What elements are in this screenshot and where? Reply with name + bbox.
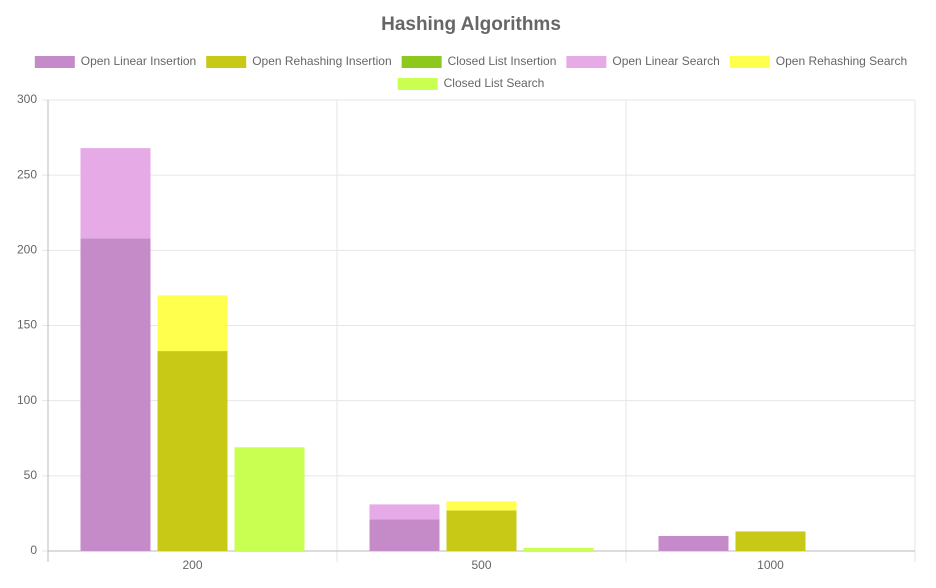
- legend-swatch: [401, 56, 442, 68]
- legend-swatch: [397, 78, 438, 90]
- legend-swatch: [729, 56, 770, 68]
- bar: [369, 519, 440, 551]
- legend-item[interactable]: Open Rehashing Search: [729, 54, 907, 68]
- legend-item[interactable]: Open Linear Search: [566, 54, 720, 68]
- bar: [80, 238, 151, 551]
- legend-item[interactable]: Closed List Insertion: [401, 54, 557, 68]
- legend-item[interactable]: Open Linear Insertion: [34, 54, 196, 68]
- x-tick-label: 1000: [757, 558, 784, 572]
- legend-label: Open Linear Search: [612, 54, 719, 68]
- legend-label: Closed List Search: [444, 76, 545, 90]
- legend-label: Open Rehashing Search: [776, 54, 907, 68]
- legend-swatch: [566, 56, 607, 68]
- bar: [446, 510, 517, 551]
- legend-label: Open Rehashing Insertion: [252, 54, 391, 68]
- x-tick-label: 200: [182, 558, 202, 572]
- y-tick-label: 300: [17, 92, 37, 106]
- legend-swatch: [206, 56, 247, 68]
- bar: [735, 531, 806, 551]
- legend-label: Closed List Insertion: [448, 54, 557, 68]
- y-tick-label: 150: [17, 318, 37, 332]
- bar: [523, 547, 594, 551]
- legend-item[interactable]: Open Rehashing Insertion: [206, 54, 392, 68]
- y-tick-label: 200: [17, 243, 37, 257]
- bar: [658, 535, 729, 551]
- y-tick-label: 100: [17, 393, 37, 407]
- bar: [157, 295, 228, 352]
- legend-label: Open Linear Insertion: [81, 54, 196, 68]
- x-tick-label: 500: [471, 558, 491, 572]
- bar: [157, 351, 228, 551]
- bar: [80, 148, 151, 239]
- bar: [446, 501, 517, 511]
- legend-swatch: [34, 56, 75, 68]
- legend-item[interactable]: Closed List Search: [397, 76, 545, 90]
- chart-title: Hashing Algorithms: [381, 14, 561, 35]
- y-tick-label: 0: [30, 543, 37, 557]
- bar: [369, 504, 440, 520]
- bar: [234, 447, 305, 551]
- y-tick-label: 50: [24, 468, 38, 482]
- y-tick-label: 250: [17, 167, 37, 181]
